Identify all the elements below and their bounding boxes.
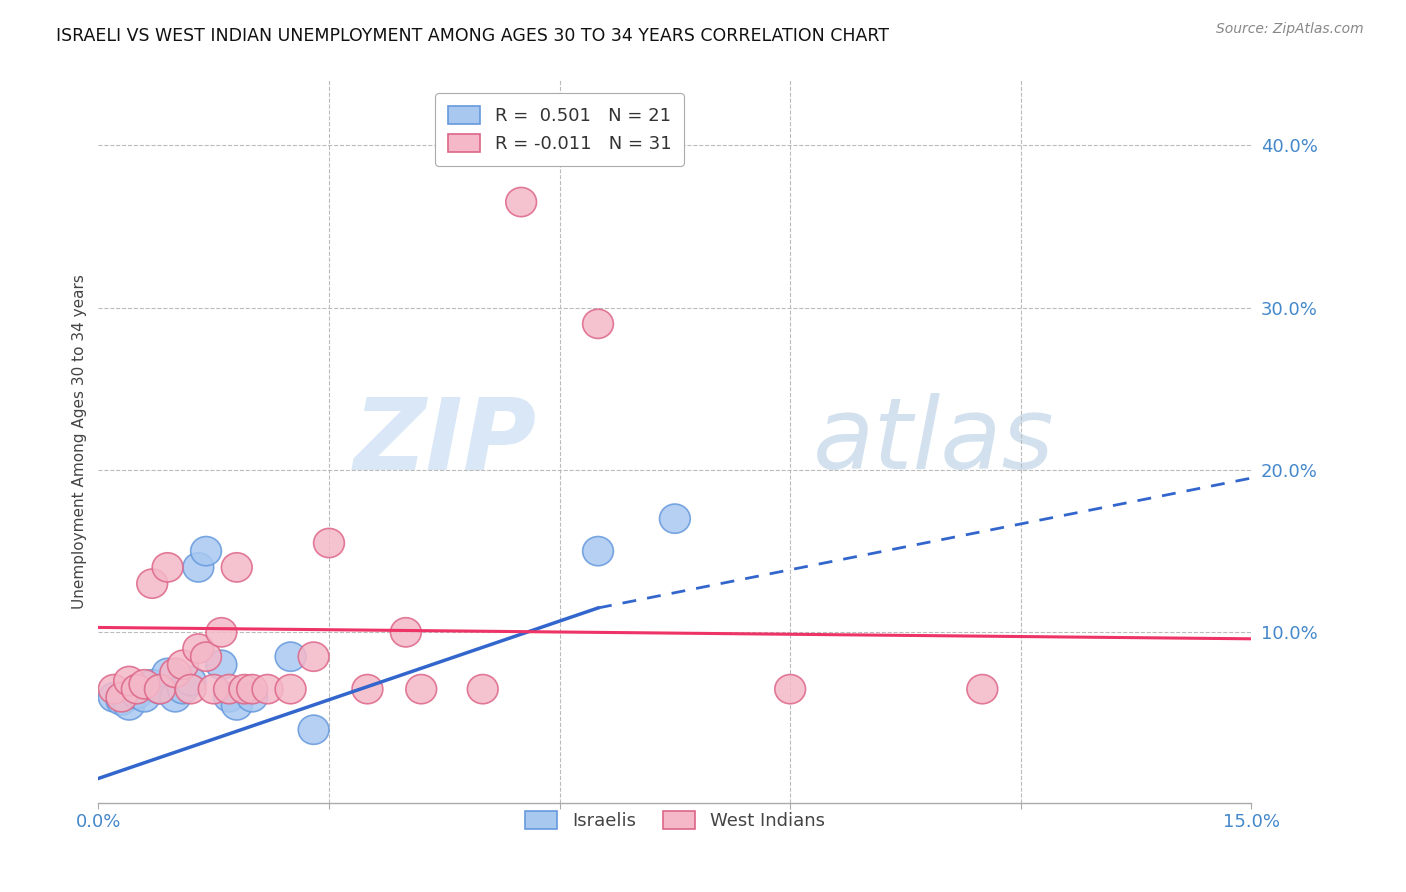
Y-axis label: Unemployment Among Ages 30 to 34 years: Unemployment Among Ages 30 to 34 years [72,274,87,609]
Text: ISRAELI VS WEST INDIAN UNEMPLOYMENT AMONG AGES 30 TO 34 YEARS CORRELATION CHART: ISRAELI VS WEST INDIAN UNEMPLOYMENT AMON… [56,27,889,45]
Ellipse shape [221,553,252,582]
Ellipse shape [121,680,152,708]
Ellipse shape [191,536,221,566]
Ellipse shape [167,650,198,680]
Text: ZIP: ZIP [353,393,537,490]
Ellipse shape [314,528,344,558]
Ellipse shape [582,536,613,566]
Ellipse shape [160,658,191,688]
Ellipse shape [406,674,437,704]
Ellipse shape [183,553,214,582]
Text: Source: ZipAtlas.com: Source: ZipAtlas.com [1216,22,1364,37]
Legend: Israelis, West Indians: Israelis, West Indians [517,804,832,837]
Ellipse shape [176,674,207,704]
Ellipse shape [98,674,129,704]
Ellipse shape [167,674,198,704]
Ellipse shape [114,666,145,696]
Ellipse shape [229,674,260,704]
Ellipse shape [276,674,307,704]
Ellipse shape [582,310,613,338]
Ellipse shape [152,553,183,582]
Ellipse shape [98,682,129,712]
Ellipse shape [659,504,690,533]
Ellipse shape [214,682,245,712]
Ellipse shape [506,187,537,217]
Ellipse shape [967,674,998,704]
Ellipse shape [121,674,152,704]
Ellipse shape [252,674,283,704]
Ellipse shape [207,617,236,647]
Ellipse shape [152,658,183,688]
Text: atlas: atlas [813,393,1054,490]
Ellipse shape [214,674,245,704]
Ellipse shape [145,674,176,704]
Ellipse shape [352,674,382,704]
Ellipse shape [145,674,176,704]
Ellipse shape [129,682,160,712]
Ellipse shape [221,690,252,720]
Ellipse shape [467,674,498,704]
Ellipse shape [775,674,806,704]
Ellipse shape [105,682,136,712]
Ellipse shape [298,642,329,672]
Ellipse shape [136,670,167,699]
Ellipse shape [191,642,221,672]
Ellipse shape [136,569,167,599]
Ellipse shape [207,650,236,680]
Ellipse shape [114,690,145,720]
Ellipse shape [276,642,307,672]
Ellipse shape [160,682,191,712]
Ellipse shape [183,634,214,663]
Ellipse shape [236,674,267,704]
Ellipse shape [176,666,207,696]
Ellipse shape [391,617,422,647]
Ellipse shape [129,670,160,699]
Ellipse shape [105,686,136,715]
Ellipse shape [198,674,229,704]
Ellipse shape [236,682,267,712]
Ellipse shape [298,715,329,744]
